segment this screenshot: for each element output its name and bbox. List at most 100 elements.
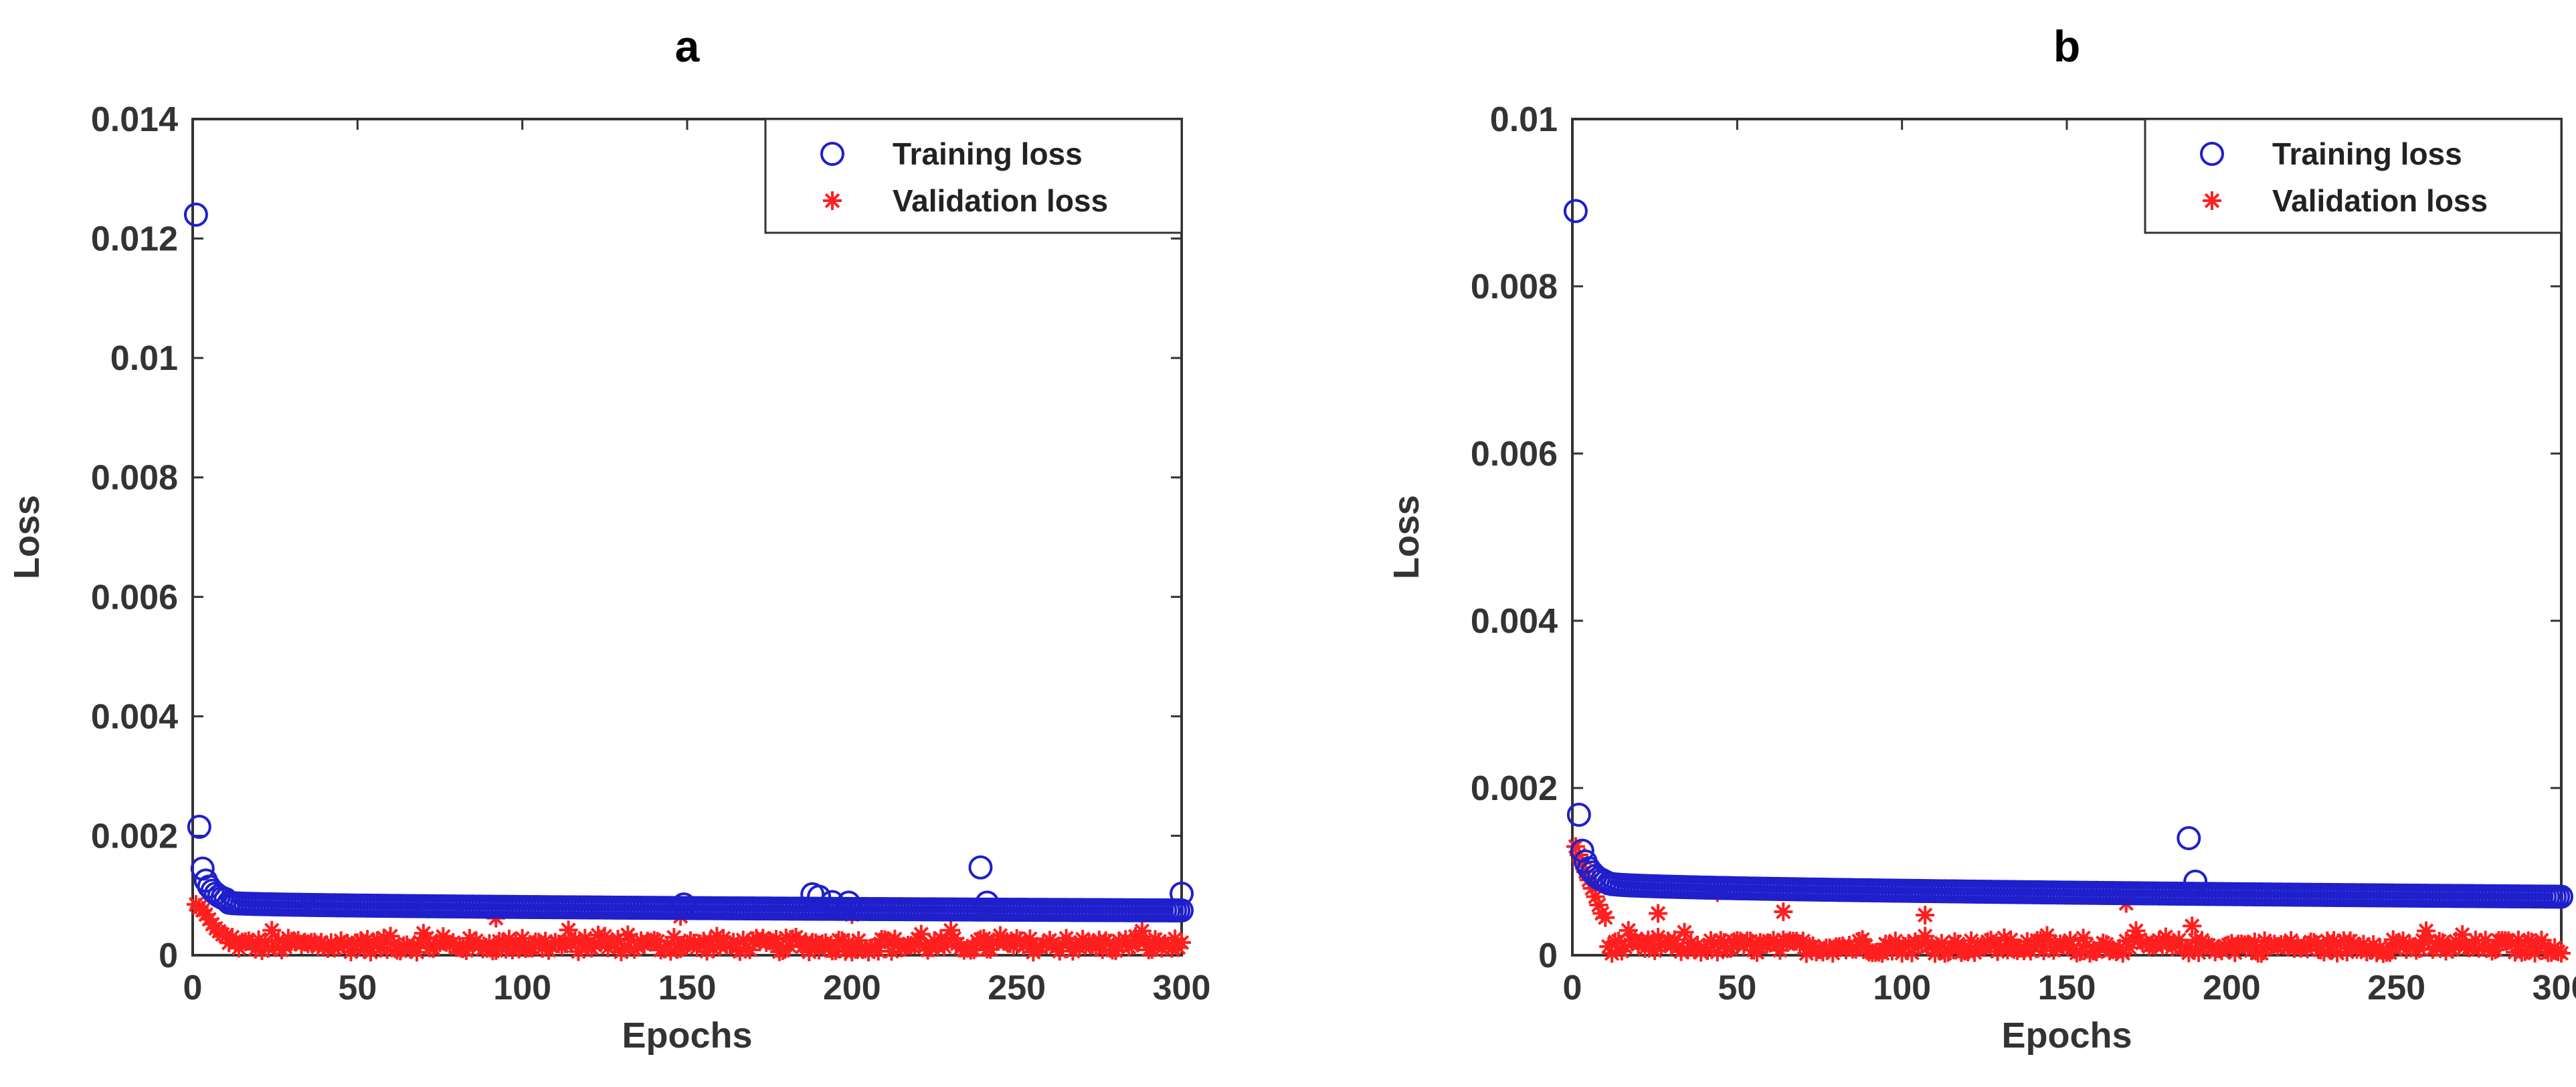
validation-point xyxy=(223,927,242,947)
validation-point xyxy=(1916,926,1935,946)
validation-point xyxy=(1602,944,1622,963)
validation-point xyxy=(2466,930,2485,950)
legend-validation-label-b: Validation loss xyxy=(2272,183,2488,218)
validation-point xyxy=(585,936,605,955)
validation-point xyxy=(252,941,272,961)
training-point xyxy=(807,884,832,909)
legend-training-label-a: Training loss xyxy=(893,136,1083,171)
validation-point xyxy=(1974,938,1994,957)
validation-point xyxy=(2241,941,2261,961)
panel-b: 0 50 100 150 200 250 300 0 0.002 0.004 0.006 0.008 0… xyxy=(1386,21,2576,1056)
validation-point xyxy=(981,940,1000,959)
training-point xyxy=(836,890,861,915)
validation-point xyxy=(1572,854,1592,873)
validation-point xyxy=(832,931,852,951)
legend-b: Training loss Validation loss xyxy=(2144,118,2563,234)
validation-point xyxy=(2152,936,2172,955)
validation-point xyxy=(661,942,680,961)
validation-point xyxy=(2074,928,2093,948)
validation-point xyxy=(1704,934,1724,953)
validation-point xyxy=(2278,937,2298,957)
x-tick-label: 0 xyxy=(1563,969,1582,1007)
y-tick-label: 0 xyxy=(1538,936,1558,975)
validation-point xyxy=(2215,936,2235,956)
x-axis-label-a: Epochs xyxy=(622,1015,752,1056)
validation-point xyxy=(622,930,641,949)
validation-point xyxy=(1172,933,1191,953)
validation-point xyxy=(2476,930,2495,950)
validation-point xyxy=(404,936,424,956)
validation-point xyxy=(1902,943,1922,963)
validation-point xyxy=(513,928,532,948)
validation-point xyxy=(1882,941,1902,961)
validation-point xyxy=(1942,938,1961,957)
legend-validation-marker-a xyxy=(823,191,842,210)
validation-point xyxy=(938,930,957,950)
validation-point xyxy=(1596,908,1615,927)
validation-point xyxy=(262,920,282,940)
legend-validation-marker-b xyxy=(2203,191,2221,210)
validation-point xyxy=(773,941,792,960)
validation-point xyxy=(2169,930,2189,950)
validation-point xyxy=(1671,942,1691,961)
validation-point xyxy=(1916,906,1935,924)
validation-point xyxy=(338,934,357,953)
validation-point xyxy=(2225,943,2245,963)
validation-point xyxy=(615,938,634,958)
validation-point xyxy=(800,942,819,961)
x-tick-label: 200 xyxy=(823,969,881,1007)
y-tick-label: 0.008 xyxy=(91,459,178,498)
legend-validation-label-a: Validation loss xyxy=(893,183,1108,218)
validation-point xyxy=(1060,932,1079,952)
validation-point xyxy=(410,932,430,952)
validation-point xyxy=(2453,925,2472,945)
validation-point xyxy=(964,940,984,959)
validation-point xyxy=(931,928,951,948)
validation-point xyxy=(1106,941,1125,961)
plot-area-b xyxy=(1571,118,2563,957)
panel-title-a: a xyxy=(675,21,701,71)
validation-point xyxy=(2070,942,2090,961)
validation-point xyxy=(1599,937,1619,957)
legend-training-marker-a xyxy=(820,142,844,166)
validation-point xyxy=(1853,930,1872,949)
validation-point xyxy=(779,936,799,956)
validation-point xyxy=(1589,896,1608,914)
validation-point xyxy=(723,932,743,952)
validation-point xyxy=(2060,931,2080,951)
validation-point xyxy=(367,931,387,951)
validation-point xyxy=(2552,944,2571,963)
data-points-b xyxy=(1563,199,2573,963)
validation-point xyxy=(1708,943,1727,962)
y-tick-label: 0.012 xyxy=(91,220,178,259)
legend-star-icon xyxy=(823,191,842,210)
training-point xyxy=(975,890,1000,915)
validation-point xyxy=(1649,904,1668,923)
validation-point xyxy=(1747,943,1766,962)
validation-point xyxy=(628,937,648,957)
validation-point xyxy=(1803,936,1823,956)
validation-point xyxy=(1846,940,1865,959)
validation-point xyxy=(767,930,786,949)
axes-ticks-b: 0 50 100 150 200 250 300 0 0.002 0.004 0.006 0.008 0… xyxy=(1471,100,2576,1007)
validation-point xyxy=(941,920,961,940)
validation-point xyxy=(1681,933,1701,953)
validation-point xyxy=(1767,935,1786,955)
y-axis-label-b: Loss xyxy=(1386,495,1427,579)
validation-point xyxy=(2251,944,2271,963)
x-tick-label: 150 xyxy=(2038,969,2096,1007)
validation-point xyxy=(1823,943,1843,963)
x-tick-label: 50 xyxy=(338,969,377,1007)
legend-circle-icon xyxy=(820,142,844,166)
validation-point xyxy=(2189,943,2209,963)
training-point xyxy=(187,815,211,839)
validation-point xyxy=(1697,941,1717,961)
validation-point xyxy=(911,924,931,944)
validation-point xyxy=(1912,934,1932,954)
validation-point xyxy=(2034,941,2053,961)
validation-point xyxy=(2417,921,2436,941)
validation-point xyxy=(1053,934,1073,954)
x-tick-label: 300 xyxy=(1153,969,1211,1007)
validation-point xyxy=(2429,932,2449,951)
